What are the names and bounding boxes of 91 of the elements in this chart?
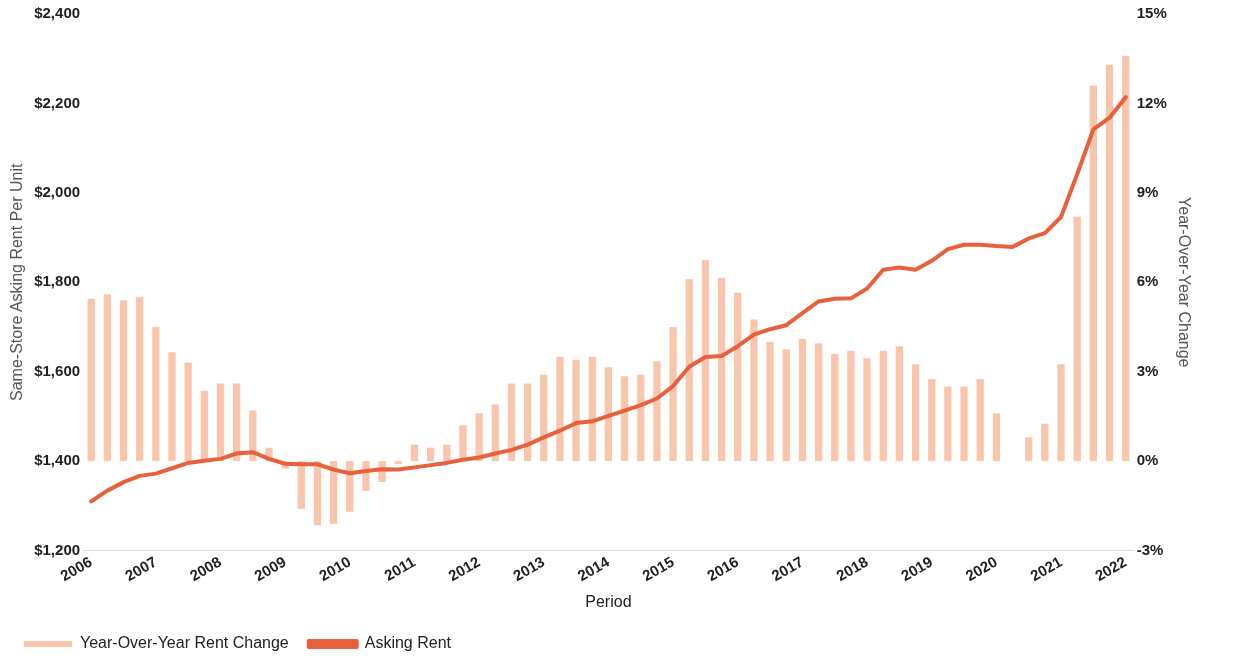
x-tick-label: 2017 xyxy=(768,552,806,585)
y2-tick-label: 12% xyxy=(1136,93,1167,111)
bar xyxy=(701,259,710,462)
x-tick-label: 2021 xyxy=(1027,552,1065,585)
bar xyxy=(216,383,225,462)
y2-tick-label: -3% xyxy=(1136,540,1164,558)
bar xyxy=(168,352,176,462)
bar xyxy=(653,361,661,462)
bar xyxy=(814,343,823,462)
bar xyxy=(604,367,613,462)
bar xyxy=(911,364,920,462)
bar xyxy=(410,444,419,462)
x-tick-label: 2016 xyxy=(703,552,742,585)
bar xyxy=(313,461,322,526)
bar xyxy=(717,277,726,462)
bar xyxy=(200,391,208,462)
bar xyxy=(669,326,677,462)
bar xyxy=(782,349,790,462)
x-tick-label: 2010 xyxy=(315,552,354,585)
y-axis-title: Same-Store Asking Rent Per Unit xyxy=(8,162,26,401)
y2-tick-label: 15% xyxy=(1136,4,1167,22)
x-tick-label: 2020 xyxy=(962,552,1000,585)
bar xyxy=(523,383,532,462)
bar xyxy=(103,294,111,462)
x-tick-label: 2014 xyxy=(574,552,613,585)
bar xyxy=(556,356,564,462)
bar xyxy=(1057,364,1065,462)
bar xyxy=(637,374,645,462)
y-tick-label: $1,200 xyxy=(34,540,81,558)
bar xyxy=(87,298,95,462)
bar xyxy=(1122,55,1130,462)
y2-tick-label: 6% xyxy=(1136,272,1159,290)
bar xyxy=(1089,85,1097,462)
x-tick-label: 2013 xyxy=(509,552,548,585)
bar xyxy=(152,326,160,462)
y2-tick-label: 0% xyxy=(1136,451,1159,469)
y2-tick-label: 3% xyxy=(1136,361,1159,379)
bar xyxy=(572,359,580,462)
legend-label: Year-Over-Year Rent Change xyxy=(80,634,289,652)
bar xyxy=(475,413,483,462)
y-tick-label: $2,400 xyxy=(34,4,81,22)
x-tick-label: 2011 xyxy=(381,552,419,584)
legend-label: Asking Rent xyxy=(364,634,452,652)
bar xyxy=(750,319,758,462)
y-tick-label: $2,000 xyxy=(34,182,81,200)
bar xyxy=(928,379,936,462)
y-tick-label: $1,400 xyxy=(34,451,81,469)
bar xyxy=(734,292,742,462)
y-tick-label: $1,800 xyxy=(34,272,81,290)
bar xyxy=(620,376,629,462)
bar xyxy=(136,297,144,462)
bar xyxy=(798,338,807,462)
bar xyxy=(394,461,402,465)
y2-axis-title: Year-Over-Year Change xyxy=(1175,197,1193,368)
bar xyxy=(879,350,887,462)
x-tick-label: 2019 xyxy=(897,552,936,585)
bar xyxy=(233,383,241,462)
x-tick-label: 2022 xyxy=(1091,552,1130,585)
x-tick-label: 2008 xyxy=(186,552,225,585)
y2-tick-label: 9% xyxy=(1136,182,1159,200)
x-tick-label: 2015 xyxy=(639,552,677,585)
x-axis-title: Period xyxy=(585,592,632,610)
bar xyxy=(119,300,128,462)
y-tick-label: $2,200 xyxy=(34,93,81,111)
y-tick-label: $1,600 xyxy=(34,361,81,379)
bar xyxy=(960,386,968,462)
bar xyxy=(588,356,596,462)
bar xyxy=(685,279,693,462)
bar xyxy=(1105,64,1114,462)
bar xyxy=(944,386,952,462)
x-tick-label: 2012 xyxy=(445,552,483,585)
bar xyxy=(1041,423,1049,462)
bar xyxy=(1073,216,1081,462)
bar xyxy=(540,374,548,462)
bar xyxy=(992,413,1001,462)
bar xyxy=(976,379,984,462)
bar xyxy=(831,353,839,462)
bar xyxy=(766,341,774,462)
bar xyxy=(863,358,871,462)
bar xyxy=(426,447,435,462)
bar xyxy=(443,444,451,462)
bar xyxy=(184,362,192,462)
bar xyxy=(491,404,499,462)
bar xyxy=(895,346,904,462)
bar xyxy=(1025,437,1033,462)
x-tick-label: 2018 xyxy=(833,552,871,585)
x-tick-label: 2009 xyxy=(251,552,289,585)
x-tick-label: 2007 xyxy=(122,552,160,585)
bar xyxy=(329,461,338,524)
bar xyxy=(847,350,855,462)
bar xyxy=(507,383,516,462)
